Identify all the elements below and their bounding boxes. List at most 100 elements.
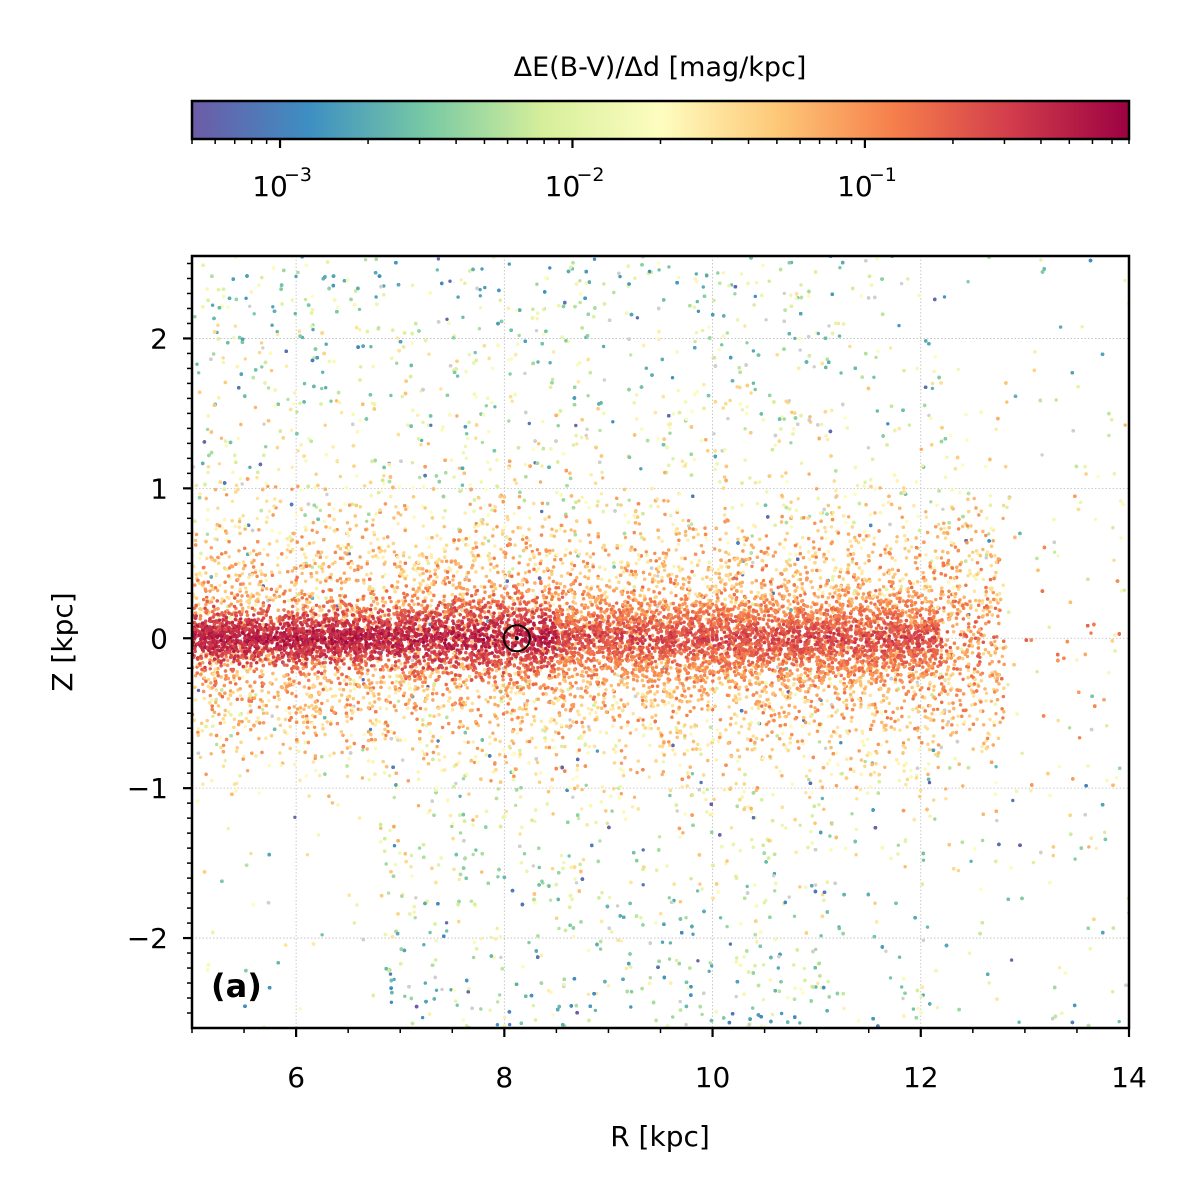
scatter-point xyxy=(789,500,793,504)
scatter-point xyxy=(787,399,791,403)
scatter-point xyxy=(751,381,756,385)
scatter-point xyxy=(602,282,606,286)
scatter-point xyxy=(388,972,393,976)
scatter-point xyxy=(416,804,421,808)
scatter-point xyxy=(899,281,904,286)
scatter-point xyxy=(629,353,633,357)
scatter-point xyxy=(799,283,803,287)
scatter-point xyxy=(485,522,489,527)
scatter-point xyxy=(244,296,248,300)
scatter-point xyxy=(479,936,483,941)
scatter-point xyxy=(512,658,517,662)
scatter-point xyxy=(219,436,224,440)
scatter-point xyxy=(969,859,973,863)
scatter-point xyxy=(646,726,650,730)
scatter-point xyxy=(694,527,698,532)
scatter-point xyxy=(836,321,841,326)
scatter-point xyxy=(845,757,849,761)
scatter-point xyxy=(301,608,306,612)
scatter-point xyxy=(275,330,279,334)
scatter-point xyxy=(522,852,527,856)
scatter-point xyxy=(827,324,831,328)
scatter-point xyxy=(798,336,802,341)
scatter-point xyxy=(779,1011,784,1016)
scatter-point xyxy=(942,295,947,299)
scatter-point xyxy=(748,476,752,480)
scatter-point xyxy=(417,846,422,850)
scatter-point xyxy=(829,525,834,529)
scatter-point xyxy=(531,864,535,868)
scatter-point xyxy=(749,391,753,395)
scatter-point xyxy=(475,814,479,819)
scatter-point xyxy=(533,1018,538,1022)
scatter-point xyxy=(660,751,664,755)
scatter-point xyxy=(627,498,631,502)
scatter-point xyxy=(759,1024,764,1028)
scatter-point xyxy=(537,865,541,870)
scatter-point xyxy=(784,826,788,830)
scatter-point xyxy=(657,268,661,272)
scatter-point xyxy=(585,436,589,440)
scatter-point xyxy=(449,458,454,462)
scatter-point xyxy=(669,514,673,518)
scatter-point xyxy=(584,433,588,438)
scatter-point xyxy=(513,478,517,482)
scatter-point xyxy=(523,462,528,467)
scatter-point xyxy=(294,694,298,698)
scatter-point xyxy=(700,328,705,333)
scatter-point xyxy=(695,299,699,304)
scatter-point xyxy=(345,719,349,724)
scatter-point xyxy=(277,467,281,472)
scatter-point xyxy=(586,992,591,996)
scatter-point xyxy=(792,914,797,918)
scatter-point xyxy=(310,294,315,299)
scatter-point xyxy=(215,742,219,747)
scatter-point xyxy=(720,343,724,347)
scatter-point xyxy=(1111,526,1115,530)
scatter-point xyxy=(266,484,270,488)
scatter-point xyxy=(602,378,607,382)
scatter-point xyxy=(1067,726,1072,730)
scatter-point xyxy=(483,285,487,290)
scatter-point xyxy=(717,347,721,352)
scatter-point xyxy=(668,941,673,945)
scatter-point xyxy=(817,587,821,591)
scatter-point xyxy=(794,297,798,301)
scatter-point xyxy=(307,437,311,441)
scatter-point xyxy=(383,549,387,553)
scatter-point xyxy=(238,774,242,778)
scatter-point xyxy=(231,470,235,474)
scatter-point xyxy=(473,350,477,355)
scatter-point xyxy=(657,835,662,839)
scatter-point xyxy=(935,1005,940,1010)
scatter-point xyxy=(392,844,397,848)
scatter-point xyxy=(695,280,699,284)
scatter-point xyxy=(618,274,622,279)
scatter-point xyxy=(429,423,433,427)
scatter-point xyxy=(440,987,444,992)
scatter-point xyxy=(436,257,441,261)
scatter-point xyxy=(286,397,290,402)
scatter-point xyxy=(389,393,393,398)
scatter-point xyxy=(939,648,943,653)
scatter-point xyxy=(264,445,268,449)
scatter-point xyxy=(615,904,620,908)
scatter-point xyxy=(248,304,252,308)
scatter-point xyxy=(523,371,527,376)
scatter-point xyxy=(773,889,777,893)
scatter-point xyxy=(600,470,604,474)
scatter-point xyxy=(237,561,241,565)
scatter-point xyxy=(531,307,535,311)
scatter-point xyxy=(369,541,373,545)
scatter-point xyxy=(290,487,294,491)
scatter-point xyxy=(707,325,711,329)
scatter-point xyxy=(379,489,384,493)
scatter-point xyxy=(527,940,531,945)
scatter-point xyxy=(592,257,597,261)
scatter-point xyxy=(671,457,675,461)
scatter-point xyxy=(716,271,720,275)
scatter-point xyxy=(859,294,863,298)
scatter-point xyxy=(552,602,556,606)
scatter-point xyxy=(334,399,339,403)
scatter-point xyxy=(420,1015,425,1020)
